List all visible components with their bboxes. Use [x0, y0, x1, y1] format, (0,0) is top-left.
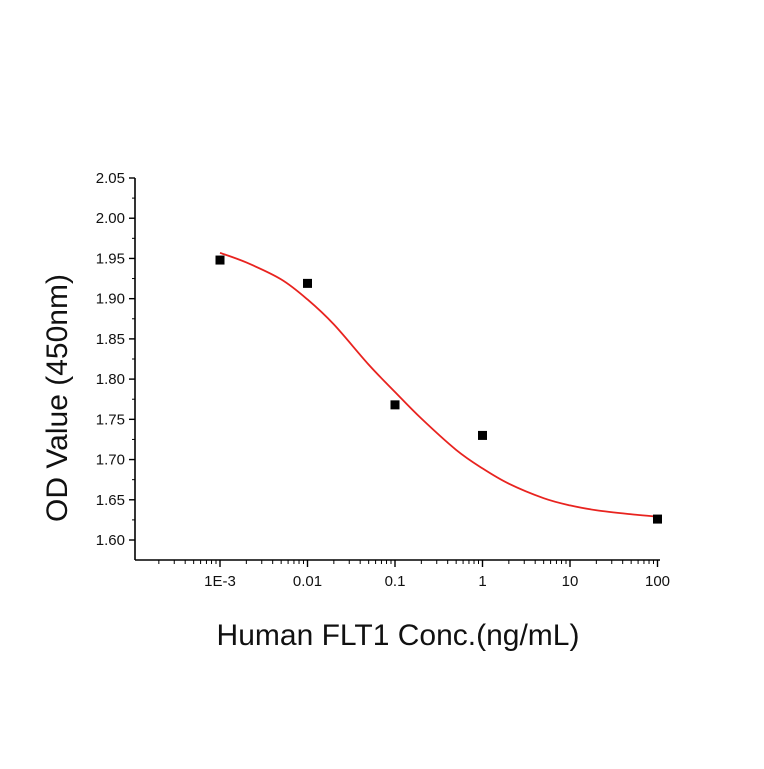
data-point: [653, 514, 662, 524]
plot-marks: [215, 251, 662, 524]
x-axis-title: Human FLT1 Conc.(ng/mL): [217, 619, 580, 652]
x-tick-label: 0.1: [385, 573, 406, 590]
y-tick-label: 2.05: [96, 170, 125, 187]
x-tick-label: 10: [562, 573, 579, 590]
y-tick-label: 1.75: [96, 411, 125, 428]
data-point: [478, 430, 487, 440]
y-tick-label: 1.90: [96, 291, 125, 308]
y-tick-label: 1.60: [96, 532, 125, 549]
y-tick-label: 1.70: [96, 452, 125, 469]
y-tick-label: 2.00: [96, 210, 125, 227]
x-tick-label: 1: [478, 573, 486, 590]
data-point: [303, 278, 312, 288]
y-tick-label: 1.95: [96, 250, 125, 267]
x-tick-label: 0.01: [293, 573, 322, 590]
y-tick-label: 1.65: [96, 492, 125, 509]
x-tick-label: 1E-3: [204, 573, 236, 590]
fit-curve: [219, 251, 658, 518]
data-point: [390, 400, 400, 410]
data-point: [215, 255, 225, 265]
y-tick-label: 1.80: [96, 371, 125, 388]
axes: 1.60 1.65 1.70 1.75 1.80 1.85 1.90 1.95 2.00 2.05…: [96, 170, 670, 590]
y-tick-label: 1.85: [96, 331, 125, 348]
y-axis-title: OD Value (450nm): [41, 274, 74, 522]
x-tick-label: 100: [645, 573, 670, 590]
